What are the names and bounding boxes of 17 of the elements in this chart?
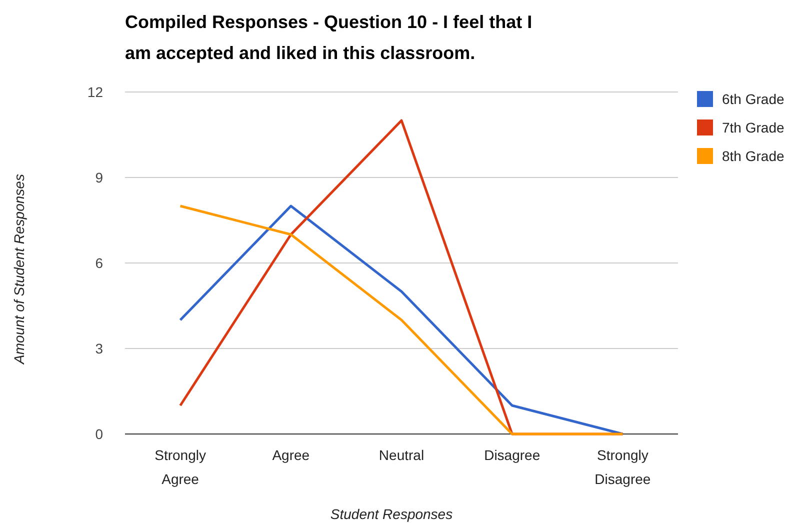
x-tick-label: Disagree [484, 447, 540, 463]
x-tick-label: Strongly Disagree [594, 447, 651, 487]
x-axis-title: Student Responses [330, 506, 453, 522]
x-tick-label: Strongly Agree [154, 447, 206, 487]
line-series [179, 204, 624, 436]
y-axis-title: Amount of Student Responses [11, 174, 27, 365]
x-tick-label: Neutral [378, 447, 424, 463]
y-tick-label: 12 [87, 84, 104, 100]
y-tick-label: 0 [95, 426, 104, 442]
y-tick-label: 6 [95, 254, 104, 271]
chart-title: Compiled Responses - Question 10 - I feel that I am accepted and liked in this classroom. [125, 12, 532, 63]
y-tick-label: 9 [95, 169, 104, 186]
y-tick-label: 3 [95, 340, 104, 356]
x-tick-label: Agree [272, 447, 310, 463]
legend-label: 7th Grade [722, 119, 784, 136]
legend-label: 6th Grade [722, 90, 784, 107]
legend-label: 8th Grade [722, 148, 784, 164]
